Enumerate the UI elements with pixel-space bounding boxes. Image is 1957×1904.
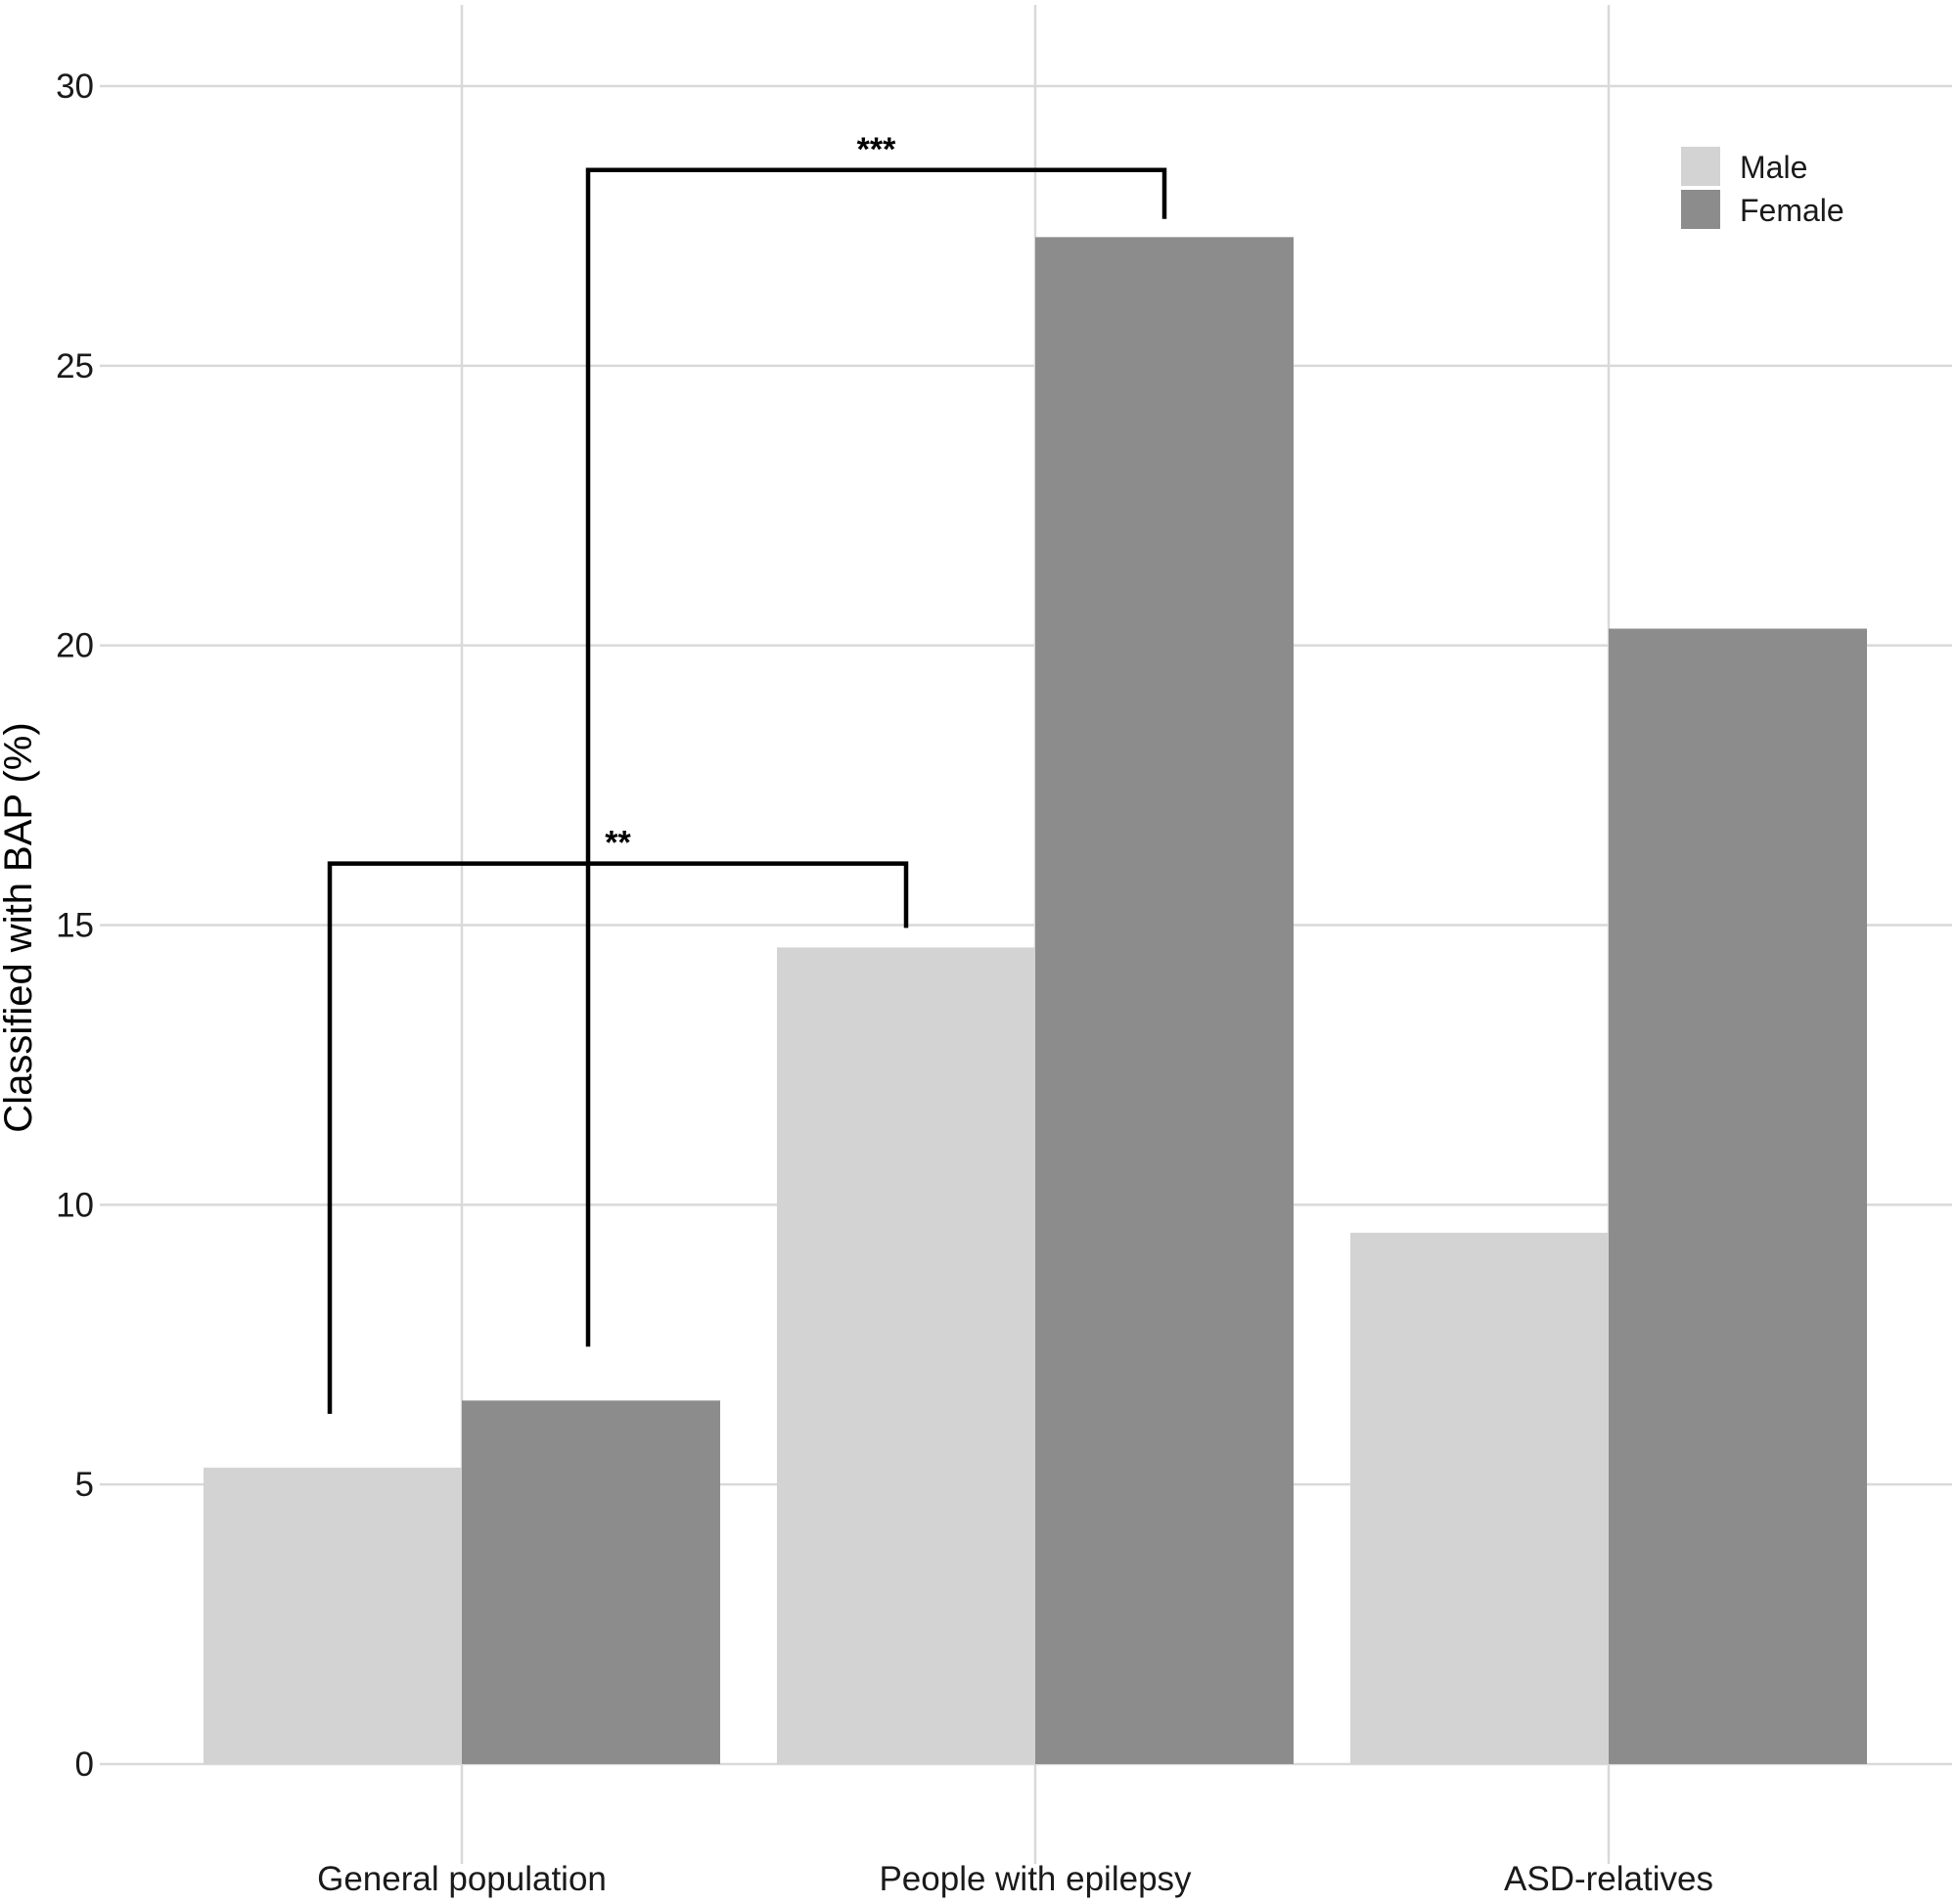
significance-bracket <box>327 861 909 1415</box>
y-tick-labels: 0 5 10 15 20 25 30 <box>56 68 94 1784</box>
x-tick-label: General population <box>317 1860 607 1898</box>
significance-label: ** <box>605 825 631 862</box>
bar-male-2 <box>1350 1232 1609 1764</box>
x-tick-labels: General population People with epilepsy AS… <box>317 1860 1713 1898</box>
y-tick-label: 0 <box>75 1745 94 1784</box>
legend-label-female: Female <box>1740 193 1844 228</box>
bar-female-2 <box>1609 628 1867 1765</box>
significance-bracket <box>585 167 1167 1347</box>
y-tick-label: 5 <box>75 1466 94 1504</box>
bar-male-0 <box>204 1468 462 1764</box>
y-axis-title: Classified with BAP (%) <box>0 722 40 1132</box>
significance-label: *** <box>857 131 896 168</box>
bar-female-1 <box>1035 237 1294 1765</box>
significance-brackets: ***** <box>327 131 1167 1415</box>
y-tick-label: 20 <box>56 627 94 665</box>
y-tick-label: 10 <box>56 1186 94 1224</box>
y-tick-label: 25 <box>56 347 94 385</box>
legend: Male Female <box>1681 147 1844 229</box>
x-tick-label: People with epilepsy <box>879 1860 1192 1898</box>
y-tick-label: 30 <box>56 68 94 106</box>
x-tick-label: ASD-relatives <box>1504 1860 1713 1898</box>
bar-male-1 <box>777 947 1035 1764</box>
legend-label-male: Male <box>1740 150 1807 185</box>
legend-swatch-male <box>1681 147 1720 186</box>
bars <box>204 237 1867 1765</box>
bar-female-0 <box>462 1400 720 1764</box>
y-tick-label: 15 <box>56 907 94 945</box>
legend-swatch-female <box>1681 190 1720 229</box>
